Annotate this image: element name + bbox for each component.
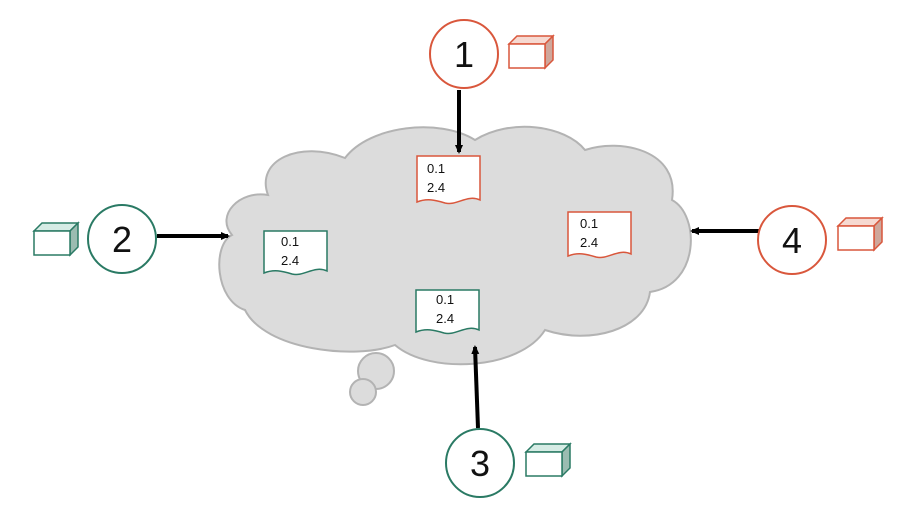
box-icon-node-4 <box>836 216 884 252</box>
document-node-2: 0.1 2.4 <box>263 230 328 276</box>
document-node-3: 0.1 2.4 <box>415 289 480 335</box>
cloud-shape <box>218 125 692 366</box>
node-1-circle <box>429 19 499 89</box>
arrow-node-3 <box>471 345 480 429</box>
document-node-2-shape <box>263 230 328 276</box>
box-icon-node-3 <box>524 442 572 478</box>
document-node-2-line-2: 2.4 <box>281 253 299 268</box>
document-node-2-line-1: 0.1 <box>281 234 299 249</box>
node-4: 4 <box>757 205 827 275</box>
document-node-3-line-2: 2.4 <box>436 311 454 326</box>
document-node-1-shape <box>416 155 481 205</box>
node-3: 3 <box>445 428 515 498</box>
document-node-3-line-1: 0.1 <box>436 292 454 307</box>
document-node-1-line-2: 2.4 <box>427 180 445 195</box>
node-2: 2 <box>87 204 157 274</box>
document-node-1-line-1: 0.1 <box>427 161 445 176</box>
box-icon-node-1 <box>507 34 555 70</box>
document-node-4-line-2: 2.4 <box>580 235 598 250</box>
node-4-label: 4 <box>782 220 802 261</box>
node-2-label: 2 <box>112 219 132 260</box>
box-icon-node-2 <box>32 221 80 257</box>
node-3-circle <box>445 428 515 498</box>
node-1: 1 <box>429 19 499 89</box>
document-node-1: 0.1 2.4 <box>416 155 481 205</box>
document-node-3-shape <box>415 289 480 335</box>
cloud <box>218 125 692 406</box>
node-1-label: 1 <box>454 34 474 75</box>
node-3-label: 3 <box>470 443 490 484</box>
document-node-4: 0.1 2.4 <box>567 211 632 259</box>
document-node-4-shape <box>567 211 632 259</box>
cloud-bubble-small <box>349 378 377 406</box>
node-2-circle <box>87 204 157 274</box>
node-4-circle <box>757 205 827 275</box>
document-node-4-line-1: 0.1 <box>580 216 598 231</box>
